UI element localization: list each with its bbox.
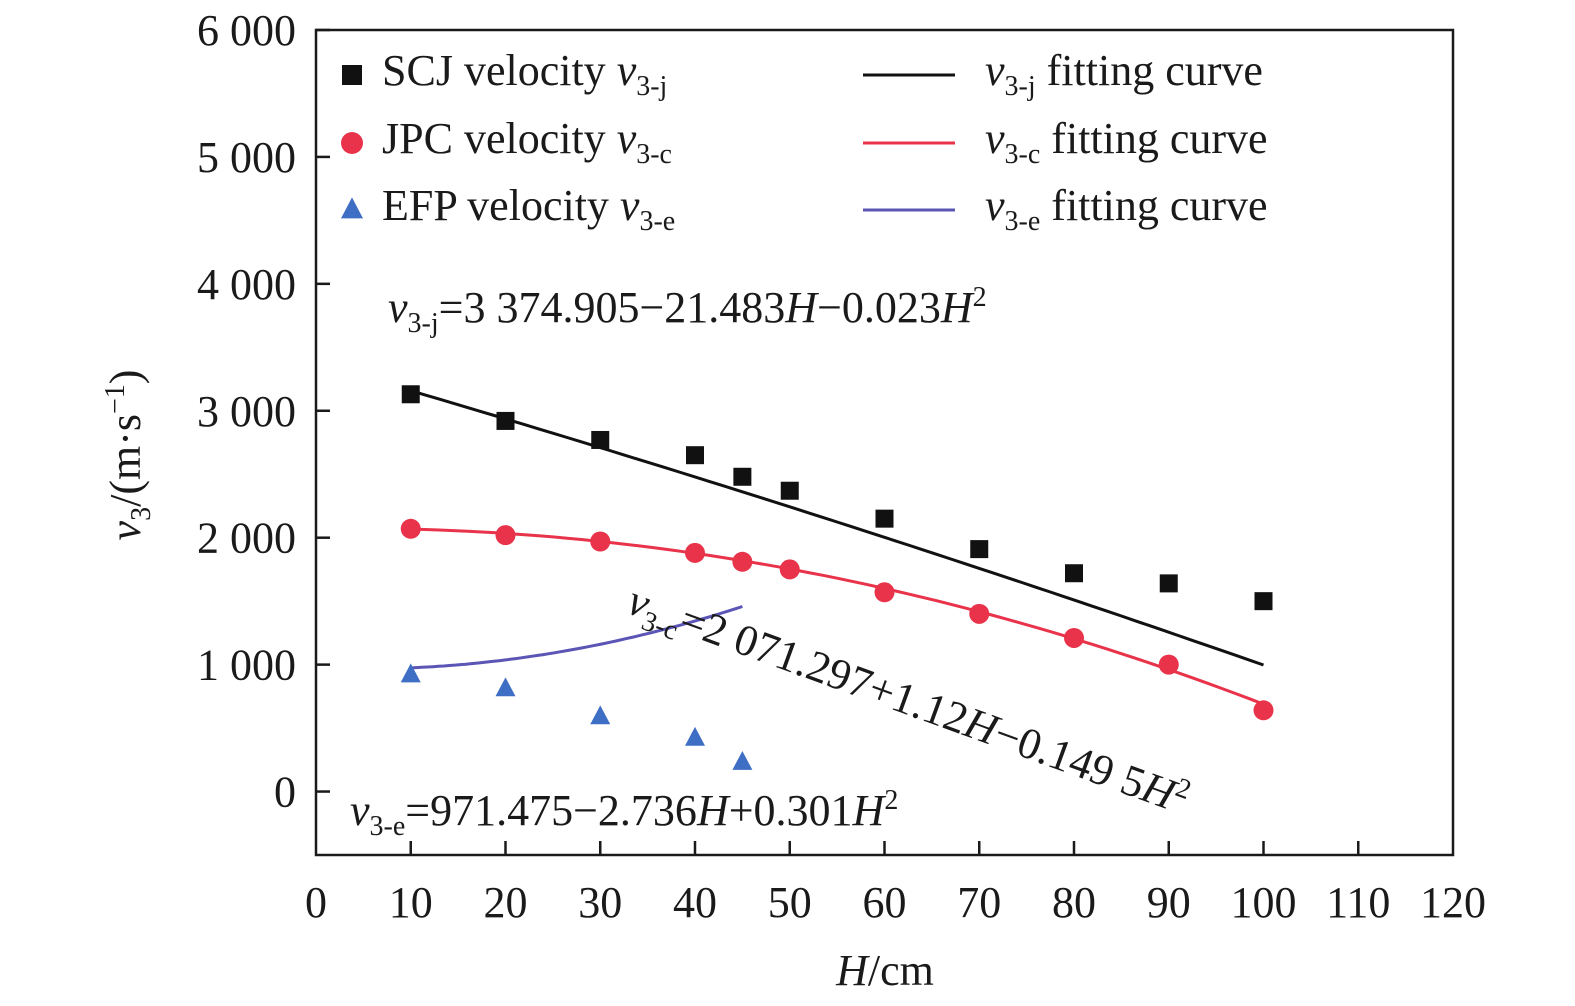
fit-curve-3-j: [410, 389, 1264, 667]
x-tick-label: 0: [305, 878, 327, 927]
triangle-marker: [590, 705, 611, 725]
y-axis: 0 1 000 2 000 3 000 4 000 5 000 6 000: [197, 6, 330, 817]
y-tick-label: 4 000: [197, 260, 296, 309]
circle-marker: [1158, 654, 1179, 675]
square-marker: [733, 467, 752, 486]
x-axis-label: H/cm: [835, 946, 934, 995]
y-tick-label: 0: [274, 768, 296, 817]
legend-triangle-symbol: [341, 197, 363, 219]
x-tick-label: 90: [1147, 878, 1191, 927]
equation-scj: v3-j=3 374.905−21.483H−0.023H2: [388, 282, 987, 339]
square-marker: [686, 446, 704, 465]
square-marker: [780, 481, 799, 500]
circle-marker: [779, 559, 800, 580]
circle-marker: [874, 582, 895, 603]
x-tick-label: 100: [1231, 878, 1297, 927]
x-tick-label: 70: [957, 878, 1001, 927]
legend-fit-entry-3-c: v3-c fitting curve: [985, 114, 1268, 170]
circle-marker: [969, 603, 990, 624]
circle-marker: [685, 542, 705, 563]
square-marker: [1159, 574, 1178, 593]
legend-fit-entry-3-e: v3-e fitting curve: [985, 181, 1268, 237]
circle-marker: [1064, 627, 1084, 648]
y-tick-label: 6 000: [197, 6, 296, 55]
circle-marker: [590, 531, 611, 552]
y-tick-label: 2 000: [197, 514, 296, 563]
fit-curve-3-c: [410, 527, 1265, 706]
y-tick-label: 5 000: [197, 133, 296, 182]
data-markers: [400, 385, 1274, 770]
square-marker: [401, 385, 420, 404]
square-marker: [496, 411, 515, 430]
legend-entry-3-e: EFP velocity v3-e: [382, 181, 675, 237]
x-tick-label: 10: [389, 878, 433, 927]
y-axis-label: v3/(m·s−1): [100, 370, 157, 541]
legend: SCJ velocity v3-j v3-j fitting curve JPC v…: [341, 46, 1268, 237]
fit-curve-3-e: [410, 605, 743, 670]
triangle-marker: [732, 751, 753, 770]
square-marker: [591, 430, 610, 449]
legend-entry-3-c: JPC velocity v3-c: [382, 114, 672, 170]
circle-marker: [732, 551, 753, 572]
x-tick-label: 50: [768, 878, 812, 927]
triangle-marker: [400, 663, 421, 683]
legend-entry-3-j: SCJ velocity v3-j: [382, 46, 667, 102]
circle-marker: [400, 518, 421, 539]
x-axis: 0 10 20 30 40 50 60 70 80 90 100 110 120: [305, 841, 1486, 927]
legend-fit-entry-3-j: v3-j fitting curve: [985, 46, 1263, 102]
x-tick-label: 40: [673, 878, 717, 927]
fit-curves: [410, 389, 1265, 706]
x-tick-label: 20: [484, 878, 528, 927]
legend-square-symbol: [342, 65, 362, 85]
square-marker: [1254, 592, 1273, 611]
x-tick-label: 110: [1326, 878, 1390, 927]
x-tick-label: 60: [863, 878, 907, 927]
square-marker: [875, 509, 894, 528]
y-tick-label: 3 000: [197, 387, 296, 436]
x-tick-label: 30: [578, 878, 622, 927]
square-marker: [970, 540, 989, 559]
x-tick-label: 120: [1420, 878, 1486, 927]
circle-marker: [495, 525, 516, 546]
triangle-marker: [495, 677, 516, 697]
square-marker: [1065, 564, 1083, 583]
circle-marker: [1253, 700, 1274, 721]
triangle-marker: [685, 726, 705, 746]
y-tick-label: 1 000: [197, 641, 296, 690]
equation-efp: v3-e=971.475−2.736H+0.301H2: [350, 785, 898, 842]
legend-circle-symbol: [341, 132, 363, 154]
x-tick-label: 80: [1052, 878, 1096, 927]
